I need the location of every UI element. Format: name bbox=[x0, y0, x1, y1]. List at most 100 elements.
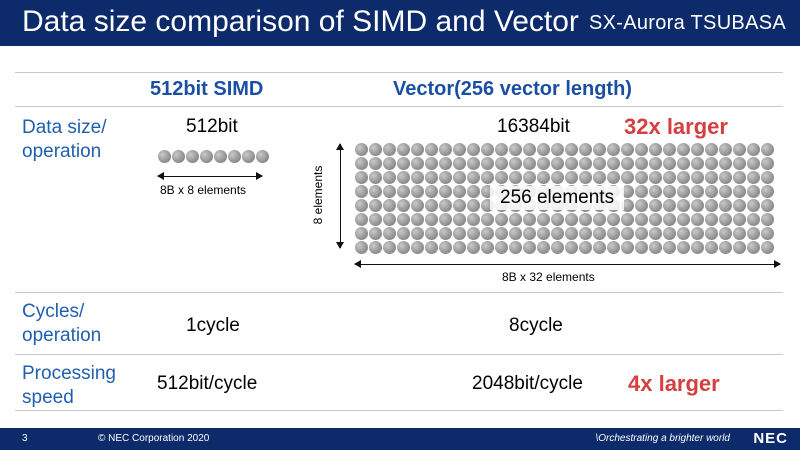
element-dot bbox=[425, 199, 438, 212]
element-dot bbox=[747, 241, 760, 254]
slide-title: Data size comparison of SIMD and Vector bbox=[22, 5, 579, 38]
element-dot bbox=[705, 185, 718, 198]
element-dot bbox=[369, 199, 382, 212]
element-dot bbox=[663, 143, 676, 156]
element-dot bbox=[200, 150, 213, 163]
element-dot bbox=[635, 185, 648, 198]
element-dot bbox=[733, 213, 746, 226]
column-header-vector: Vector(256 vector length) bbox=[393, 78, 632, 100]
element-dot bbox=[761, 199, 774, 212]
element-dot bbox=[621, 199, 634, 212]
element-dot bbox=[551, 213, 564, 226]
element-dot bbox=[537, 213, 550, 226]
element-dot bbox=[635, 199, 648, 212]
row-label-line: Cycles/ bbox=[22, 301, 85, 322]
element-dot bbox=[369, 185, 382, 198]
element-dot bbox=[439, 241, 452, 254]
element-dot bbox=[523, 241, 536, 254]
element-dot bbox=[621, 157, 634, 170]
vector-bottom-caption: 8B x 32 elements bbox=[502, 270, 595, 284]
nec-logo: NEC bbox=[753, 430, 788, 447]
element-dot bbox=[383, 185, 396, 198]
element-dot bbox=[369, 171, 382, 184]
element-dot bbox=[467, 241, 480, 254]
element-dot bbox=[495, 171, 508, 184]
element-dot bbox=[383, 157, 396, 170]
element-dot bbox=[621, 241, 634, 254]
element-dot bbox=[481, 213, 494, 226]
element-dot bbox=[397, 157, 410, 170]
element-dot bbox=[186, 150, 199, 163]
element-dot bbox=[733, 171, 746, 184]
element-dot bbox=[691, 171, 704, 184]
element-dot bbox=[677, 157, 690, 170]
element-dot bbox=[551, 227, 564, 240]
element-dot bbox=[677, 199, 690, 212]
element-dot bbox=[579, 213, 592, 226]
row-label-line: Data size/ bbox=[22, 117, 107, 138]
element-dot bbox=[719, 227, 732, 240]
element-dot bbox=[411, 171, 424, 184]
element-dot bbox=[495, 213, 508, 226]
element-dot bbox=[425, 241, 438, 254]
element-dot bbox=[411, 143, 424, 156]
element-dot bbox=[663, 227, 676, 240]
copyright: © NEC Corporation 2020 bbox=[98, 433, 210, 444]
element-dot bbox=[411, 185, 424, 198]
element-dot bbox=[509, 213, 522, 226]
element-dot bbox=[649, 213, 662, 226]
element-dot bbox=[565, 157, 578, 170]
element-dot bbox=[663, 157, 676, 170]
element-dot bbox=[439, 213, 452, 226]
element-dot bbox=[383, 213, 396, 226]
element-dot bbox=[537, 157, 550, 170]
element-dot bbox=[621, 227, 634, 240]
element-dot bbox=[481, 157, 494, 170]
element-dot bbox=[411, 241, 424, 254]
element-dot bbox=[467, 157, 480, 170]
element-dot bbox=[593, 171, 606, 184]
vector-speed-emphasis: 4x larger bbox=[628, 371, 720, 396]
element-dot bbox=[481, 143, 494, 156]
element-dot bbox=[467, 199, 480, 212]
element-dot bbox=[719, 185, 732, 198]
element-dot bbox=[397, 227, 410, 240]
element-dot bbox=[719, 171, 732, 184]
element-dot bbox=[649, 171, 662, 184]
element-dot bbox=[593, 157, 606, 170]
element-dot bbox=[579, 157, 592, 170]
element-dot bbox=[369, 213, 382, 226]
element-dot bbox=[439, 171, 452, 184]
element-dot bbox=[537, 143, 550, 156]
element-dot bbox=[467, 143, 480, 156]
element-dot bbox=[495, 143, 508, 156]
element-dot bbox=[523, 227, 536, 240]
element-dot bbox=[425, 171, 438, 184]
element-dot bbox=[256, 150, 269, 163]
vector-data-size-emphasis: 32x larger bbox=[624, 114, 728, 139]
element-dot bbox=[579, 171, 592, 184]
element-dot bbox=[355, 143, 368, 156]
element-dot bbox=[649, 185, 662, 198]
element-dot bbox=[523, 213, 536, 226]
element-dot bbox=[369, 241, 382, 254]
element-dot bbox=[705, 199, 718, 212]
element-dot bbox=[733, 185, 746, 198]
element-dot bbox=[761, 213, 774, 226]
header-rule bbox=[15, 106, 783, 107]
vector-data-size-value: 16384bit bbox=[497, 116, 570, 137]
element-dot bbox=[649, 199, 662, 212]
element-dot bbox=[579, 227, 592, 240]
element-dot bbox=[733, 241, 746, 254]
element-dot bbox=[593, 241, 606, 254]
element-dot bbox=[761, 171, 774, 184]
element-dot bbox=[509, 241, 522, 254]
element-dot bbox=[481, 171, 494, 184]
simd-element-caption: 8B x 8 elements bbox=[160, 183, 247, 197]
element-dot bbox=[467, 171, 480, 184]
element-dot bbox=[719, 143, 732, 156]
element-dot bbox=[439, 157, 452, 170]
simd-element-dots bbox=[158, 150, 269, 163]
row-label-data-size: Data size/ operation bbox=[22, 116, 106, 164]
element-dot bbox=[705, 157, 718, 170]
